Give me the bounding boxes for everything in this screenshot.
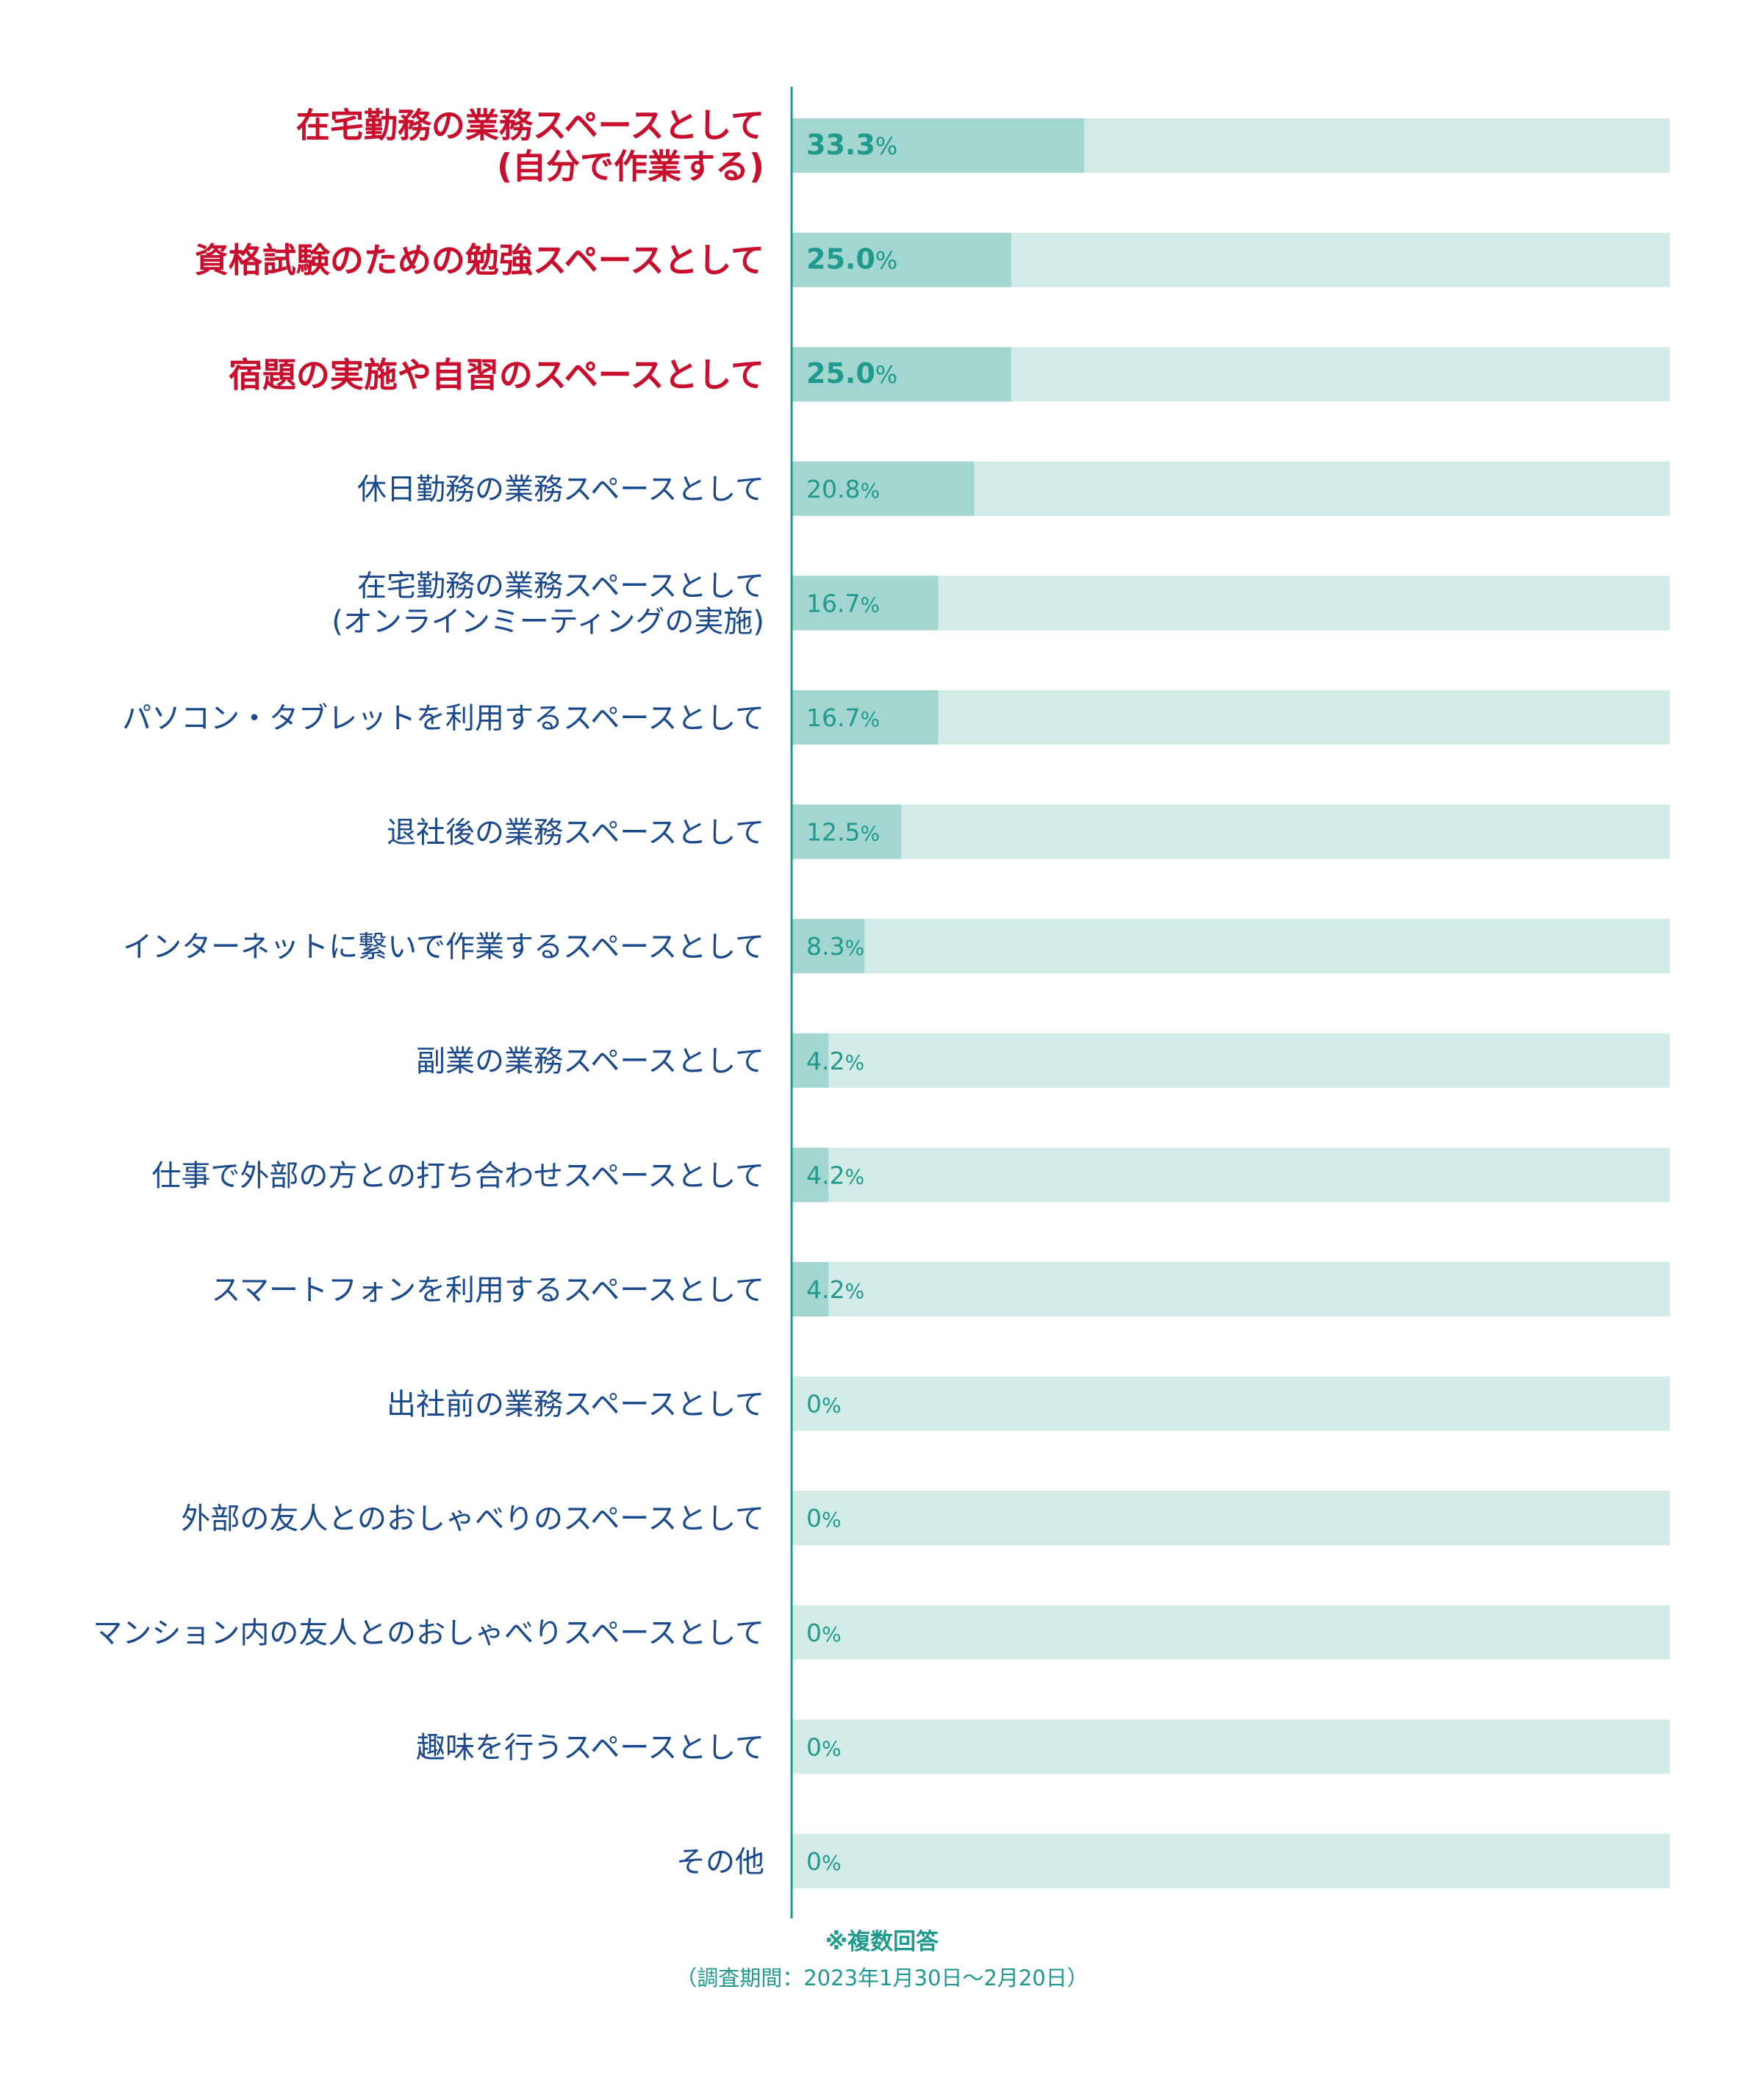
category-label: 外部の友人とのおしゃべりのスペースとして <box>181 1502 764 1536</box>
value-label: 0% <box>806 1619 842 1647</box>
value-label: 12.5% <box>806 818 880 847</box>
category-label: 副業の業務スペースとして <box>416 1044 764 1078</box>
category-label: 休日勤務の業務スペースとして <box>357 473 764 506</box>
value-label: 16.7% <box>806 703 880 732</box>
bar <box>792 1262 829 1316</box>
value-label: 25.0% <box>806 243 897 276</box>
category-label: 趣味を行うスペースとして <box>416 1731 764 1765</box>
bar <box>792 461 975 516</box>
value-label: 0% <box>806 1504 842 1533</box>
bar <box>792 576 939 631</box>
bar <box>792 347 1011 402</box>
value-label: 8.3% <box>806 932 864 961</box>
value-label: 20.8% <box>806 475 880 504</box>
value-label: 4.2% <box>806 1047 864 1075</box>
bar <box>792 919 865 974</box>
category-label: 仕事で外部の方との打ち合わせスペースとして <box>151 1159 764 1193</box>
bar <box>792 1147 829 1203</box>
bar-track <box>792 1491 1670 1546</box>
category-label: スマートフォンを利用するスペースとして <box>211 1273 764 1307</box>
bar-track <box>792 1033 1670 1088</box>
value-label: 4.2% <box>806 1161 864 1189</box>
footnote-multiple-answers: ※複数回答 <box>825 1929 939 1955</box>
bar-track <box>792 1376 1670 1431</box>
category-label: (自分で作業する) <box>497 147 764 187</box>
bar <box>792 232 1011 287</box>
bar <box>792 690 939 745</box>
value-label: 16.7% <box>806 589 880 617</box>
category-label: 出社前の業務スペースとして <box>387 1388 764 1422</box>
category-label: 在宅勤務の業務スペースとして <box>357 569 764 603</box>
category-label: その他 <box>676 1845 764 1879</box>
bar-track <box>792 1719 1670 1774</box>
category-label: 資格試験のための勉強スペースとして <box>195 240 764 280</box>
bar <box>792 118 1084 173</box>
bar <box>792 1033 829 1088</box>
value-label: 25.0% <box>806 357 897 390</box>
category-label: インターネットに繋いで作業するスペースとして <box>123 931 764 964</box>
bar-track <box>792 804 1670 859</box>
category-label: マンション内の友人とのおしゃべりスペースとして <box>93 1616 764 1650</box>
category-label: 退社後の業務スペースとして <box>387 816 764 850</box>
value-label: 0% <box>806 1847 842 1876</box>
bar-track <box>792 1834 1670 1888</box>
value-label: 0% <box>806 1732 842 1761</box>
bar-track <box>792 1262 1670 1316</box>
footnote-survey-period: （調査期間：2023年1月30日〜2月20日） <box>675 1965 1089 1990</box>
bar-track <box>792 919 1670 974</box>
bar-track <box>792 1147 1670 1203</box>
bar <box>792 804 902 859</box>
value-label: 33.3% <box>806 129 897 161</box>
bar-track <box>792 1605 1670 1660</box>
category-label: 宿題の実施や自習のスペースとして <box>229 355 764 395</box>
value-label: 0% <box>806 1390 842 1419</box>
category-label: パソコン・タブレットを利用するスペースとして <box>122 701 764 735</box>
value-label: 4.2% <box>806 1275 864 1304</box>
category-label: (オンラインミーティングの実施) <box>331 605 764 639</box>
category-label: 在宅勤務の業務スペースとして <box>296 106 764 146</box>
